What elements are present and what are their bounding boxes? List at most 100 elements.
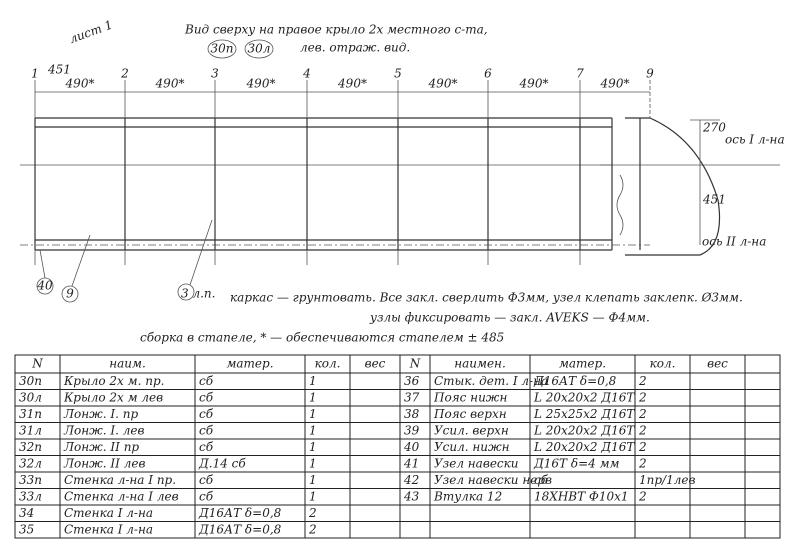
table-cell: L 20x20x2 Д16Т — [533, 440, 635, 454]
table-cell: 35 — [19, 522, 34, 536]
table-cell: Стенка л-на I лев — [64, 489, 179, 503]
table-cell: 41 — [403, 456, 419, 470]
table-cell: Д.14 сб — [198, 456, 246, 470]
table-cell: Крыло 2х м лев — [63, 390, 163, 404]
station-label: 1 — [31, 67, 39, 81]
dimension: 490* — [600, 77, 630, 91]
table-header: N — [409, 357, 421, 371]
note: сборка в стапеле, * — обеспечиваются ста… — [140, 331, 504, 345]
callout-circle — [177, 283, 195, 301]
table-cell: 36 — [404, 374, 420, 388]
table-cell: сб — [199, 440, 214, 454]
table-cell: сб — [199, 473, 214, 487]
station-label: 3 — [211, 67, 219, 81]
table-cell: 31л — [19, 423, 42, 437]
table-header: вес — [365, 357, 386, 371]
table-cell: 1пр/1лев — [639, 473, 695, 487]
table-cell: 32п — [19, 440, 42, 454]
table-cell: 2 — [638, 489, 647, 503]
table-cell: 18ХНВТ Ф10х1 — [534, 489, 629, 503]
table-cell: 33л — [19, 489, 42, 503]
callout: 3 л.п. — [181, 287, 215, 301]
table-header: матер. — [226, 357, 273, 371]
callout: 9 — [66, 287, 74, 301]
dimension: 490* — [246, 77, 276, 91]
circle — [207, 39, 237, 59]
table-cell: 1 — [309, 423, 317, 437]
axis-label: ось I л-на — [725, 133, 785, 147]
station-label: 2 — [120, 67, 129, 81]
table-cell: Стык. дет. I л-на — [434, 374, 548, 388]
table-cell: Стенка I л-на — [64, 522, 153, 536]
axis-label: ось II л-на — [702, 235, 766, 249]
dimension: 490* — [519, 77, 549, 91]
table-cell: 1 — [309, 440, 317, 454]
table-cell: 34 — [19, 506, 34, 520]
table-cell: Д16АТ δ=0,8 — [533, 374, 617, 388]
table-cell: 31п — [19, 407, 42, 421]
leader — [39, 219, 213, 287]
table-cell: 37 — [404, 390, 420, 404]
table-cell: сб — [199, 407, 214, 421]
table-cell: Усил. верхн — [434, 423, 509, 437]
table-cell: Лонж. II лев — [63, 456, 145, 470]
table-cell: 32л — [19, 456, 42, 470]
table-cell: Д16АТ δ=0,8 — [198, 506, 282, 520]
table-cell: Узел навески — [434, 456, 519, 470]
station-label: 6 — [484, 67, 492, 81]
table-header: кол. — [315, 357, 341, 371]
dimension: 490* — [337, 77, 367, 91]
table-cell: 1 — [309, 374, 317, 388]
table-cell: Д16Т δ=4 мм — [533, 456, 620, 470]
table-cell: Узел навески нерв — [434, 473, 552, 487]
station-label: 7 — [576, 67, 584, 81]
table-cell: сб — [199, 489, 214, 503]
table-cell: 2 — [638, 456, 647, 470]
table-cell: 30л — [19, 390, 42, 404]
circle — [244, 39, 274, 59]
table-cell: Усил. нижн — [434, 440, 510, 454]
table-cell: Пояс нижн — [433, 390, 507, 404]
table-cell: 2 — [638, 407, 647, 421]
table-cell: Лонж. II пр — [63, 440, 139, 454]
dimension: 490* — [65, 77, 95, 91]
table-cell: 2 — [308, 506, 317, 520]
table-cell: 1 — [309, 473, 317, 487]
table-cell: 2 — [638, 440, 647, 454]
table-cell: Стенка I л-на — [64, 506, 153, 520]
table-cell: 33п — [19, 473, 42, 487]
dimension: 451 — [702, 193, 726, 207]
dimension: 490* — [155, 77, 185, 91]
table-cell: сб — [534, 473, 549, 487]
table-cell: 2 — [638, 390, 647, 404]
station-label: 9 — [646, 67, 654, 81]
table-cell: 2 — [638, 423, 647, 437]
title: Вид сверху на правое крыло 2х местного с… — [184, 23, 488, 37]
table-header: наим. — [109, 357, 146, 371]
table-cell: 39 — [404, 423, 420, 437]
circled-label: 30п — [211, 42, 234, 56]
table-cell: 43 — [403, 489, 420, 503]
table-cell: Лонж. I. пр — [63, 407, 139, 421]
table-cell: 1 — [309, 390, 317, 404]
table-cell: 38 — [404, 407, 420, 421]
table-cell: сб — [199, 374, 214, 388]
subtitle: лев. отраж. вид. — [300, 41, 410, 55]
table-cell: Пояс верхн — [433, 407, 507, 421]
table-cell: 40 — [403, 440, 420, 454]
table-cell: L 20x20x2 Д16Т — [533, 423, 635, 437]
table-cell: 30п — [19, 374, 42, 388]
table-header: вес — [707, 357, 728, 371]
station-label: 4 — [302, 67, 311, 81]
table-cell: 1 — [309, 456, 317, 470]
table-cell: 2 — [308, 522, 317, 536]
note: каркас — грунтовать. Все закл. сверлить … — [230, 291, 743, 305]
table-cell: 42 — [403, 473, 419, 487]
table-cell: сб — [199, 390, 214, 404]
table-cell: 1 — [309, 489, 317, 503]
dimension: 490* — [428, 77, 458, 91]
table-header: N — [31, 357, 43, 371]
callout: 40 — [36, 279, 53, 293]
table-cell: Д16АТ δ=0,8 — [198, 522, 282, 536]
